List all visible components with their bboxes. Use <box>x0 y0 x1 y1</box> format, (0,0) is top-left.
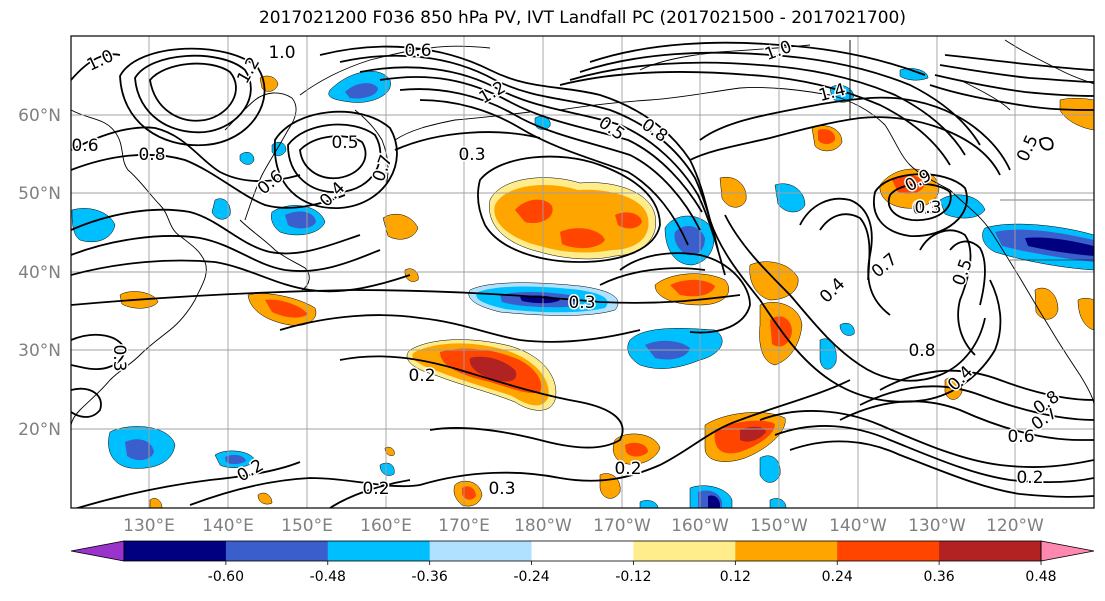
lon-tick-label: 160°W <box>671 516 729 536</box>
lon-tick-label: 150°E <box>281 516 333 536</box>
colorbar-tick-label: -0.12 <box>615 569 651 585</box>
lon-tick-label: 120°W <box>986 516 1044 536</box>
colorbar-segment <box>429 541 533 561</box>
colorbar-ticks: -0.60 -0.48 -0.36 -0.24 -0.12 0.12 0.24 0.36 0.4… <box>208 561 1057 585</box>
colorbar-tick-label: -0.36 <box>412 569 448 585</box>
contour-label: 0.2 <box>362 479 389 499</box>
colorbar <box>70 540 1095 562</box>
lon-tick-label: 170°E <box>438 516 490 536</box>
contour-label: 0.5 <box>331 133 358 153</box>
colorbar-segment <box>531 541 634 561</box>
colorbar-tick-label: 0.12 <box>720 569 751 585</box>
colorbar-tick-label: 0.48 <box>1025 569 1056 585</box>
contour-label: 0.3 <box>914 198 941 218</box>
lon-tick-label: 140°W <box>829 516 887 536</box>
contour-label: 0.2 <box>1016 468 1043 488</box>
contour-label: 0.6 <box>1007 427 1034 447</box>
contour-label: 0.8 <box>908 341 935 361</box>
lon-tick-label: 150°W <box>750 516 808 536</box>
colorbar-tick-label: -0.24 <box>513 569 549 585</box>
contour-label: 0.3 <box>912 199 939 219</box>
lon-tick-label: 180°W <box>514 516 572 536</box>
latitude-labels: 60°N 50°N 40°N 30°N 20°N <box>18 106 61 440</box>
lon-tick-label: 160°E <box>360 516 412 536</box>
ivt-contours <box>71 41 1094 508</box>
contour-label: 0.3 <box>109 344 129 371</box>
colorbar-segment <box>327 541 431 561</box>
lat-tick-label: 20°N <box>18 420 61 440</box>
plot-frame <box>70 35 1095 509</box>
colorbar-segment <box>633 541 736 561</box>
contour-label: 0.8 <box>138 145 165 165</box>
colorbar-segment <box>735 541 838 561</box>
lat-tick-label: 30°N <box>18 341 61 361</box>
lat-tick-label: 50°N <box>18 184 61 204</box>
lon-tick-label: 140°E <box>202 516 254 536</box>
contour-label: 0.6 <box>404 41 431 61</box>
lon-tick-label: 130°E <box>123 516 175 536</box>
colorbar-outline <box>123 540 1042 562</box>
contour-label: 0.2 <box>408 366 435 386</box>
lat-tick-label: 40°N <box>18 263 61 283</box>
pv-shading <box>71 68 1094 508</box>
colorbar-segment <box>939 541 1042 561</box>
contour-label: 0.2 <box>614 459 641 479</box>
contour-labels: 1.0 1.0 0.6 1.01.21.21.40.6 0.80.50.30.5 0.80… <box>71 36 1065 501</box>
lon-tick-label: 130°W <box>908 516 966 536</box>
lon-tick-label: 170°W <box>593 516 651 536</box>
colorbar-extend-low <box>70 540 125 562</box>
colorbar-tick-label: 0.24 <box>822 569 853 585</box>
contour-label: 1.0 <box>268 43 295 63</box>
colorbar-tick-label: -0.48 <box>310 569 346 585</box>
colorbar-extend-high <box>1040 540 1095 562</box>
colorbar-tick-label: 0.36 <box>924 569 955 585</box>
colorbar-segment <box>124 541 227 561</box>
colorbar-segment <box>225 541 329 561</box>
colorbar-tick-label: -0.60 <box>208 569 244 585</box>
colorbar-segment <box>837 541 940 561</box>
contour-label: 0.3 <box>458 145 485 165</box>
map-title: 2017021200 F036 850 hPa PV, IVT Landfall… <box>258 8 906 28</box>
contour-label: 0.3 <box>488 479 515 499</box>
contour-label: 0.3 <box>568 293 595 313</box>
longitude-labels: 130°E 140°E 150°E 160°E 170°E 180°W 170°W 160°W… <box>123 516 1044 536</box>
lat-tick-label: 60°N <box>18 106 61 126</box>
contour-label: 0.6 <box>71 136 98 156</box>
